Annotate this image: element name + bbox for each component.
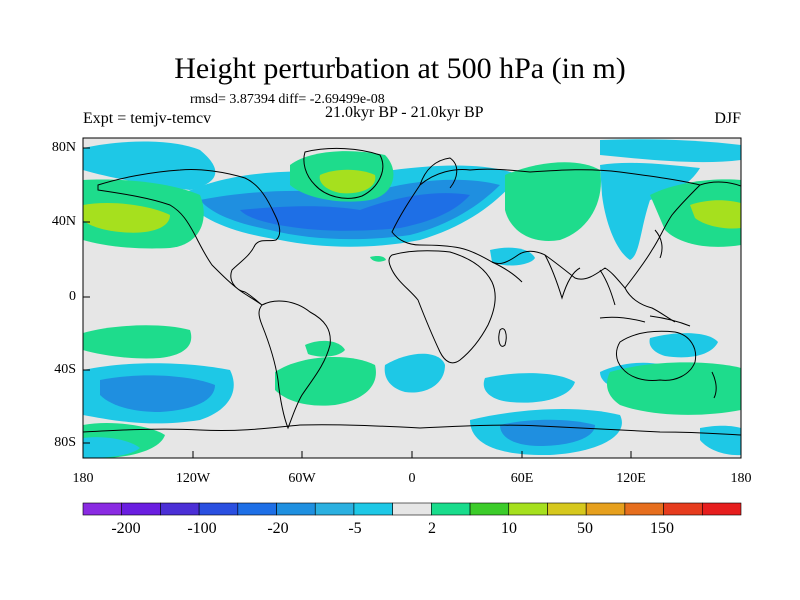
coast-australia (616, 330, 697, 381)
colorbar-swatch (276, 502, 316, 516)
contour-green-tropic-atlantic (370, 256, 386, 262)
colorbar-swatch (237, 502, 277, 516)
contour-yellowgreen-east-pacific (690, 200, 741, 229)
coast-arabia-india (491, 254, 581, 300)
lat-label-80n: 80N (51, 140, 76, 155)
period-label: 21.0kyr BP - 21.0kyr BP (325, 104, 484, 121)
rmsd-stats: rmsd= 3.87394 diff= -2.69499e-08 (190, 92, 385, 107)
colorbar-swatch (585, 502, 626, 516)
contour-cyan-arctic-east (600, 139, 741, 163)
colorbar-swatch (663, 502, 703, 516)
colorbar-swatch (121, 502, 161, 516)
coast-africa (388, 250, 496, 364)
contour-cyan-south-indian (483, 373, 575, 403)
colorbar-label: -5 (348, 520, 362, 537)
coast-eurasia (391, 168, 701, 289)
colorbar-label: 10 (501, 520, 517, 537)
colorbar-swatch (547, 502, 587, 516)
contour-cyan-antarctic-west (83, 437, 140, 458)
contour-green-australia-south (607, 362, 741, 415)
colorbar-swatch (431, 502, 471, 516)
contour-yellowgreen-greenland (319, 169, 376, 194)
colorbar-swatch (392, 502, 432, 516)
colorbar-swatch (353, 502, 393, 516)
lon-label-120w: 120W (175, 471, 211, 486)
lat-label-40s: 40S (54, 362, 76, 377)
colorbar-swatch (314, 502, 355, 516)
lon-label-60w: 60W (288, 471, 316, 486)
coast-new-zealand (711, 371, 717, 399)
lon-label-60e: 60E (510, 471, 534, 486)
contour-green-south-america-small (305, 340, 345, 357)
experiment-label: Expt = temjv-temcv (83, 110, 212, 127)
colorbar-label: -100 (187, 520, 217, 537)
contour-yellowgreen-north-pacific (83, 203, 170, 233)
lat-label-0: 0 (69, 289, 76, 304)
contour-green-asia (505, 162, 601, 241)
contour-blue-south-pacific (100, 375, 215, 412)
lon-label-180e: 180 (730, 471, 752, 486)
coast-madagascar (498, 328, 507, 347)
contour-green-south-pacific (83, 325, 192, 359)
map-panel (83, 138, 741, 458)
contour-darkblue-north-atlantic (240, 193, 470, 231)
coastlines (83, 147, 741, 436)
lat-label-40n: 40N (51, 214, 76, 229)
coast-south-america (258, 300, 331, 430)
lon-label-120e: 120E (616, 471, 646, 486)
lon-label-180w: 180 (72, 471, 94, 486)
colorbar-swatch (624, 502, 664, 516)
colorbar-label: -20 (267, 520, 289, 537)
colorbar-swatch (160, 502, 200, 516)
contour-cyan-south-atlantic (384, 353, 445, 393)
plot-title: Height perturbation at 500 hPa (in m) (174, 52, 626, 85)
colorbar-swatch (508, 502, 548, 516)
colorbar-swatch (198, 502, 239, 516)
colorbar-swatch (469, 502, 510, 516)
contour-cyan-australia-east (649, 333, 718, 358)
coast-greenland (303, 147, 384, 199)
colorbar-label: 50 (577, 520, 593, 537)
coast-indonesia (599, 315, 691, 327)
lon-label-0: 0 (408, 471, 416, 486)
contour-cyan-north-pacific (83, 141, 216, 190)
colorbar-swatch (701, 502, 742, 516)
colorbar-label: 2 (428, 520, 436, 537)
coast-alaska-east (699, 181, 741, 187)
colorbar-swatch (82, 502, 123, 516)
contour-green-south-atlantic (275, 356, 376, 406)
lat-label-80s: 80S (54, 435, 76, 450)
season-label: DJF (714, 110, 741, 127)
axis-ticks (82, 147, 742, 458)
coast-scandinavia (419, 157, 458, 189)
coast-north-america (97, 169, 281, 306)
colorbar (82, 502, 742, 516)
coast-japan (654, 229, 663, 259)
coast-antarctica (83, 424, 741, 436)
colorbar-label: -200 (111, 520, 141, 537)
contour-blue-southern-ocean (500, 419, 595, 446)
coast-southeast-asia (599, 269, 676, 323)
colorbar-label: 150 (650, 520, 674, 537)
